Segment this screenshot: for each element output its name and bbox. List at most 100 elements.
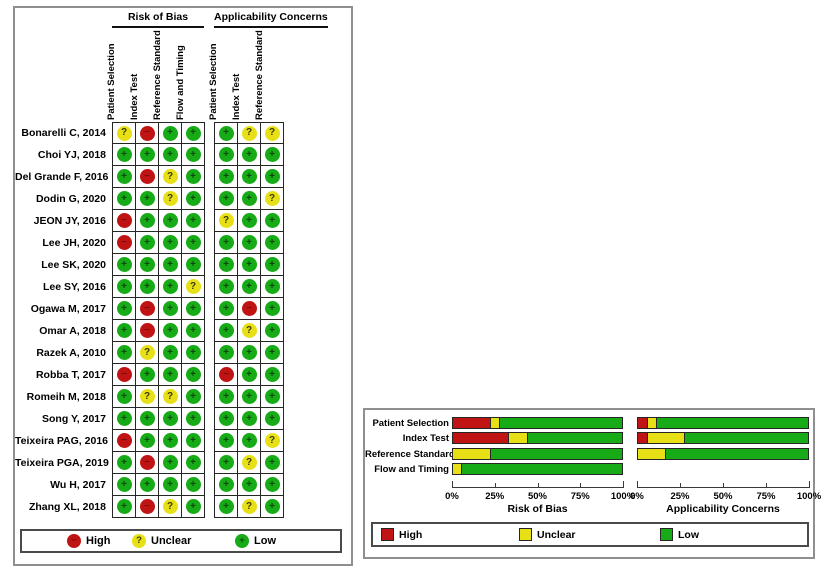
judgement-cell: ? — [136, 386, 159, 408]
judgement-cell: + — [136, 474, 159, 496]
low-judgement-icon: + — [162, 125, 178, 141]
column-header-reference-standard: Reference Standard — [253, 30, 265, 120]
low-judgement-icon: + — [116, 477, 132, 492]
judgement-cell: + — [215, 386, 238, 408]
judgement-cell: + — [182, 144, 205, 166]
rob-cell-group: − + + + — [112, 430, 205, 452]
low-judgement-icon: + — [162, 235, 178, 250]
judgement-cell: + — [261, 408, 284, 430]
unclear-judgement-icon: ? — [139, 345, 155, 360]
low-judgement-icon: + — [218, 455, 234, 470]
low-judgement-icon: + — [218, 191, 234, 206]
judgement-cell: + — [159, 430, 182, 452]
app-cell-group: + + + — [214, 166, 284, 188]
judgement-cell: ? — [238, 122, 261, 144]
bar-segment-low — [499, 418, 622, 428]
judgement-cell: + — [159, 452, 182, 474]
low-judgement-icon: + — [162, 367, 178, 382]
low-judgement-icon: + — [185, 213, 201, 228]
judgement-cell: + — [215, 166, 238, 188]
judgement-cell: ? — [215, 210, 238, 232]
judgement-cell: − — [113, 364, 136, 386]
study-row: Lee JH, 2020− + + + + + + — [15, 232, 351, 254]
low-judgement-icon: + — [185, 433, 201, 448]
judgement-cell: ? — [159, 188, 182, 210]
low-judgement-icon: + — [264, 477, 280, 492]
low-judgement-icon: + — [264, 499, 280, 514]
unclear-judgement-icon: ? — [241, 323, 257, 338]
low-judgement-icon: + — [264, 455, 280, 470]
judgement-cell: − — [238, 298, 261, 320]
study-label: Choi YJ, 2018 — [37, 149, 106, 161]
rob-cell-group: +?? + — [112, 386, 205, 408]
app-cell-group: + + + — [214, 232, 284, 254]
stacked-bar-index-test — [452, 432, 623, 445]
judgement-cell: + — [238, 364, 261, 386]
chart-legend-label-high: High — [399, 528, 423, 541]
unclear-judgement-icon: ? — [241, 499, 257, 514]
chart-legend-item-unclear: Unclear — [519, 524, 576, 545]
summary-charts-panel: Patient Selection Index Test Reference Sta… — [363, 408, 821, 559]
low-judgement-icon: + — [218, 279, 234, 294]
rob-cell-group: + + + + — [112, 254, 205, 276]
applicability-concerns-chart: 0% 25% 50% 75% 100% Applicability Concerns — [630, 410, 821, 557]
chart-legend: High Unclear Low — [371, 522, 809, 547]
low-judgement-icon: + — [162, 301, 178, 316]
axis-tick-label: 25% — [485, 491, 505, 502]
judgement-cell: + — [238, 474, 261, 496]
low-judgement-icon: + — [162, 411, 178, 426]
judgement-cell: ? — [159, 166, 182, 188]
app-cell-group: + + + — [214, 254, 284, 276]
low-judgement-icon: + — [162, 433, 178, 448]
column-headers-band: Patient Selection Index Test Reference Sta… — [15, 30, 351, 122]
study-row: Dodin G, 2020 + +? + + +? — [15, 188, 351, 210]
legend-item-low: + Low — [235, 531, 276, 551]
judgement-cell: + — [182, 210, 205, 232]
low-judgement-icon: + — [235, 534, 249, 548]
low-judgement-icon: + — [139, 411, 155, 426]
judgement-cell: + — [159, 276, 182, 298]
judgement-cell: + — [113, 496, 136, 518]
axis-tick — [452, 481, 453, 488]
bar-segment-unclear — [490, 418, 500, 428]
judgement-cell: + — [113, 254, 136, 276]
rob-cell-group: + + + + — [112, 408, 205, 430]
matrix-legend: − High ? Unclear + Low — [20, 529, 342, 553]
study-label: Dodin G, 2020 — [35, 193, 106, 205]
judgement-cell: + — [113, 166, 136, 188]
judgement-cell: + — [238, 232, 261, 254]
low-judgement-icon: + — [185, 169, 201, 184]
study-row: JEON JY, 2016− + + +? + + — [15, 210, 351, 232]
judgement-cell: + — [113, 452, 136, 474]
stacked-bar-patient-selection — [637, 417, 809, 429]
unclear-judgement-icon: ? — [185, 279, 201, 294]
column-header-flow-and-timing: Flow and Timing — [174, 45, 186, 120]
low-judgement-icon: + — [218, 499, 234, 514]
study-label: Omar A, 2018 — [39, 325, 106, 337]
judgement-cell: − — [113, 430, 136, 452]
axis-tick — [537, 483, 539, 488]
column-header-index-test: Index Test — [230, 73, 242, 120]
study-row: Ogawa M, 2017 + − + + + − + — [15, 298, 351, 320]
legend-item-unclear: ? Unclear — [132, 531, 191, 551]
judgement-cell: + — [215, 298, 238, 320]
bar-segment-low — [490, 448, 622, 459]
app-cell-group: + + + — [214, 386, 284, 408]
low-judgement-icon: + — [139, 235, 155, 250]
low-judgement-icon: + — [139, 367, 155, 382]
low-judgement-icon: + — [116, 301, 132, 316]
high-judgement-icon: − — [116, 235, 132, 250]
study-row: Lee SK, 2020 + + + + + + + — [15, 254, 351, 276]
low-judgement-icon: + — [241, 345, 257, 360]
axis-tick-label: 100% — [610, 491, 636, 502]
judgement-cell: + — [159, 232, 182, 254]
judgement-cell: + — [238, 386, 261, 408]
judgement-cell: + — [182, 298, 205, 320]
unclear-judgement-icon: ? — [241, 455, 257, 470]
study-label: Ogawa M, 2017 — [30, 303, 106, 315]
low-judgement-icon: + — [116, 147, 132, 162]
judgement-cell: + — [215, 232, 238, 254]
column-header-patient-selection: Patient Selection — [207, 43, 219, 120]
low-judgement-icon: + — [185, 455, 201, 470]
study-label: Teixeira PGA, 2019 — [15, 457, 109, 469]
